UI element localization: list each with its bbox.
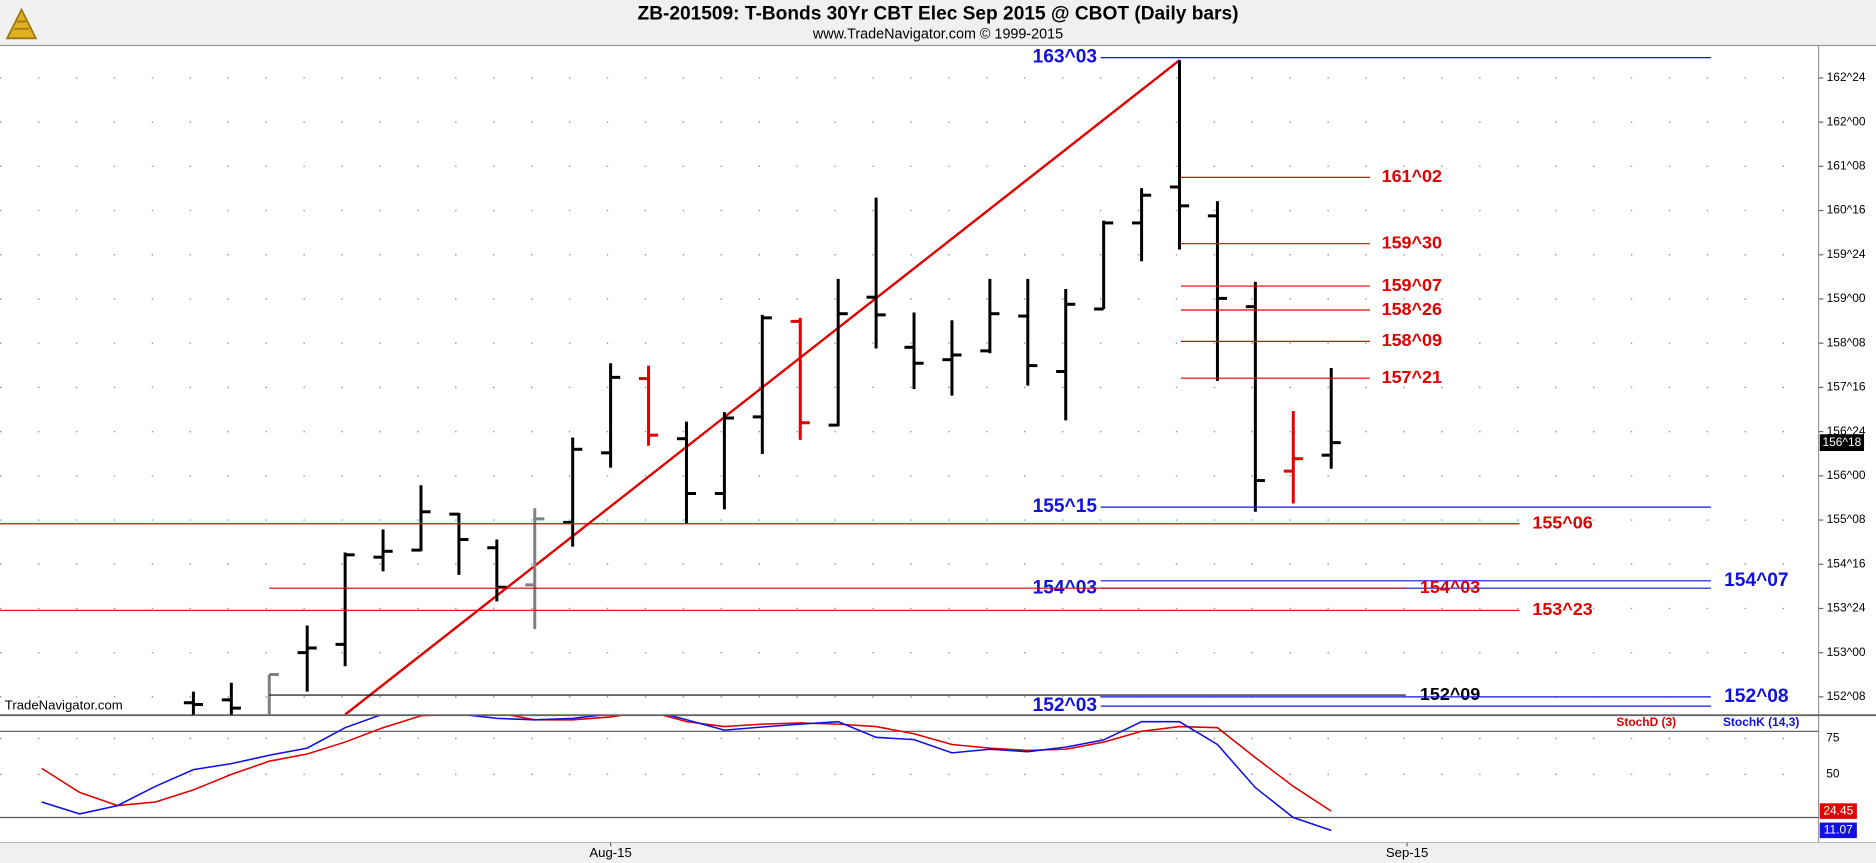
y-tick-label: 154^16 [1827, 556, 1866, 570]
y-tick-label: 159^00 [1827, 291, 1866, 305]
level-label: 157^21 [1382, 367, 1442, 387]
level-label: 155^15 [1033, 496, 1098, 517]
level-label: 153^23 [1532, 599, 1592, 619]
y-tick-label: 156^00 [1827, 468, 1866, 482]
y-tick-label: 160^16 [1827, 203, 1866, 217]
watermark: TradeNavigator.com [5, 698, 123, 713]
last-value-label: 24.45 [1823, 803, 1853, 817]
level-label: 152^08 [1724, 686, 1789, 707]
last-price-label: 156^18 [1822, 435, 1861, 449]
price-plot [183, 59, 1341, 715]
level-label: 161^02 [1382, 166, 1442, 186]
y-tick-label: 158^08 [1827, 335, 1866, 349]
x-axis-band [0, 842, 1876, 863]
level-label: 159^30 [1382, 232, 1442, 252]
last-value-label: 11.07 [1824, 822, 1853, 836]
y-tick-label: 162^24 [1827, 70, 1866, 84]
title-bar [0, 0, 1876, 46]
chart-subtitle: www.TradeNavigator.com © 1999-2015 [812, 27, 1063, 43]
y-tick-label: 50 [1826, 767, 1840, 781]
chart-title: ZB-201509: T-Bonds 30Yr CBT Elec Sep 201… [638, 3, 1239, 24]
y-tick-label: 155^08 [1827, 512, 1866, 526]
last-value-box [1819, 803, 1857, 819]
y-tick-label: 153^00 [1827, 645, 1866, 659]
level-label: 152^09 [1420, 684, 1480, 704]
y-tick-label: 153^24 [1827, 601, 1866, 615]
y-tick-label: 157^16 [1827, 380, 1866, 394]
last-price-box [1819, 434, 1865, 452]
y-tick-label: 156^24 [1827, 424, 1866, 438]
stoch-line [41, 715, 1332, 812]
level-label: 154^07 [1724, 570, 1788, 591]
y-tick-label: 152^08 [1827, 689, 1866, 703]
stoch-line [41, 715, 1332, 832]
level-label: 154^03 [1420, 577, 1480, 597]
stoch-plot [41, 715, 1332, 832]
logo [5, 7, 38, 40]
y-tick-label: 75 [1826, 731, 1840, 745]
level-label: 158^26 [1382, 299, 1442, 319]
last-value-box [1819, 822, 1857, 839]
level-label: 158^09 [1382, 330, 1442, 350]
x-tick-label: Sep-15 [1386, 845, 1428, 860]
x-tick-label: Aug-15 [589, 845, 631, 860]
level-label: 155^06 [1532, 512, 1592, 532]
level-label: 159^07 [1382, 275, 1442, 295]
level-label: 152^03 [1033, 695, 1097, 716]
y-tick-label: 162^00 [1827, 114, 1866, 128]
y-tick-label: 159^24 [1827, 247, 1866, 261]
legend-entry: StochD (3) [1616, 715, 1676, 729]
level-label: 163^03 [1033, 47, 1097, 68]
legend-entry: StochK (14,3) [1723, 715, 1799, 729]
y-tick-label: 161^08 [1827, 158, 1866, 172]
